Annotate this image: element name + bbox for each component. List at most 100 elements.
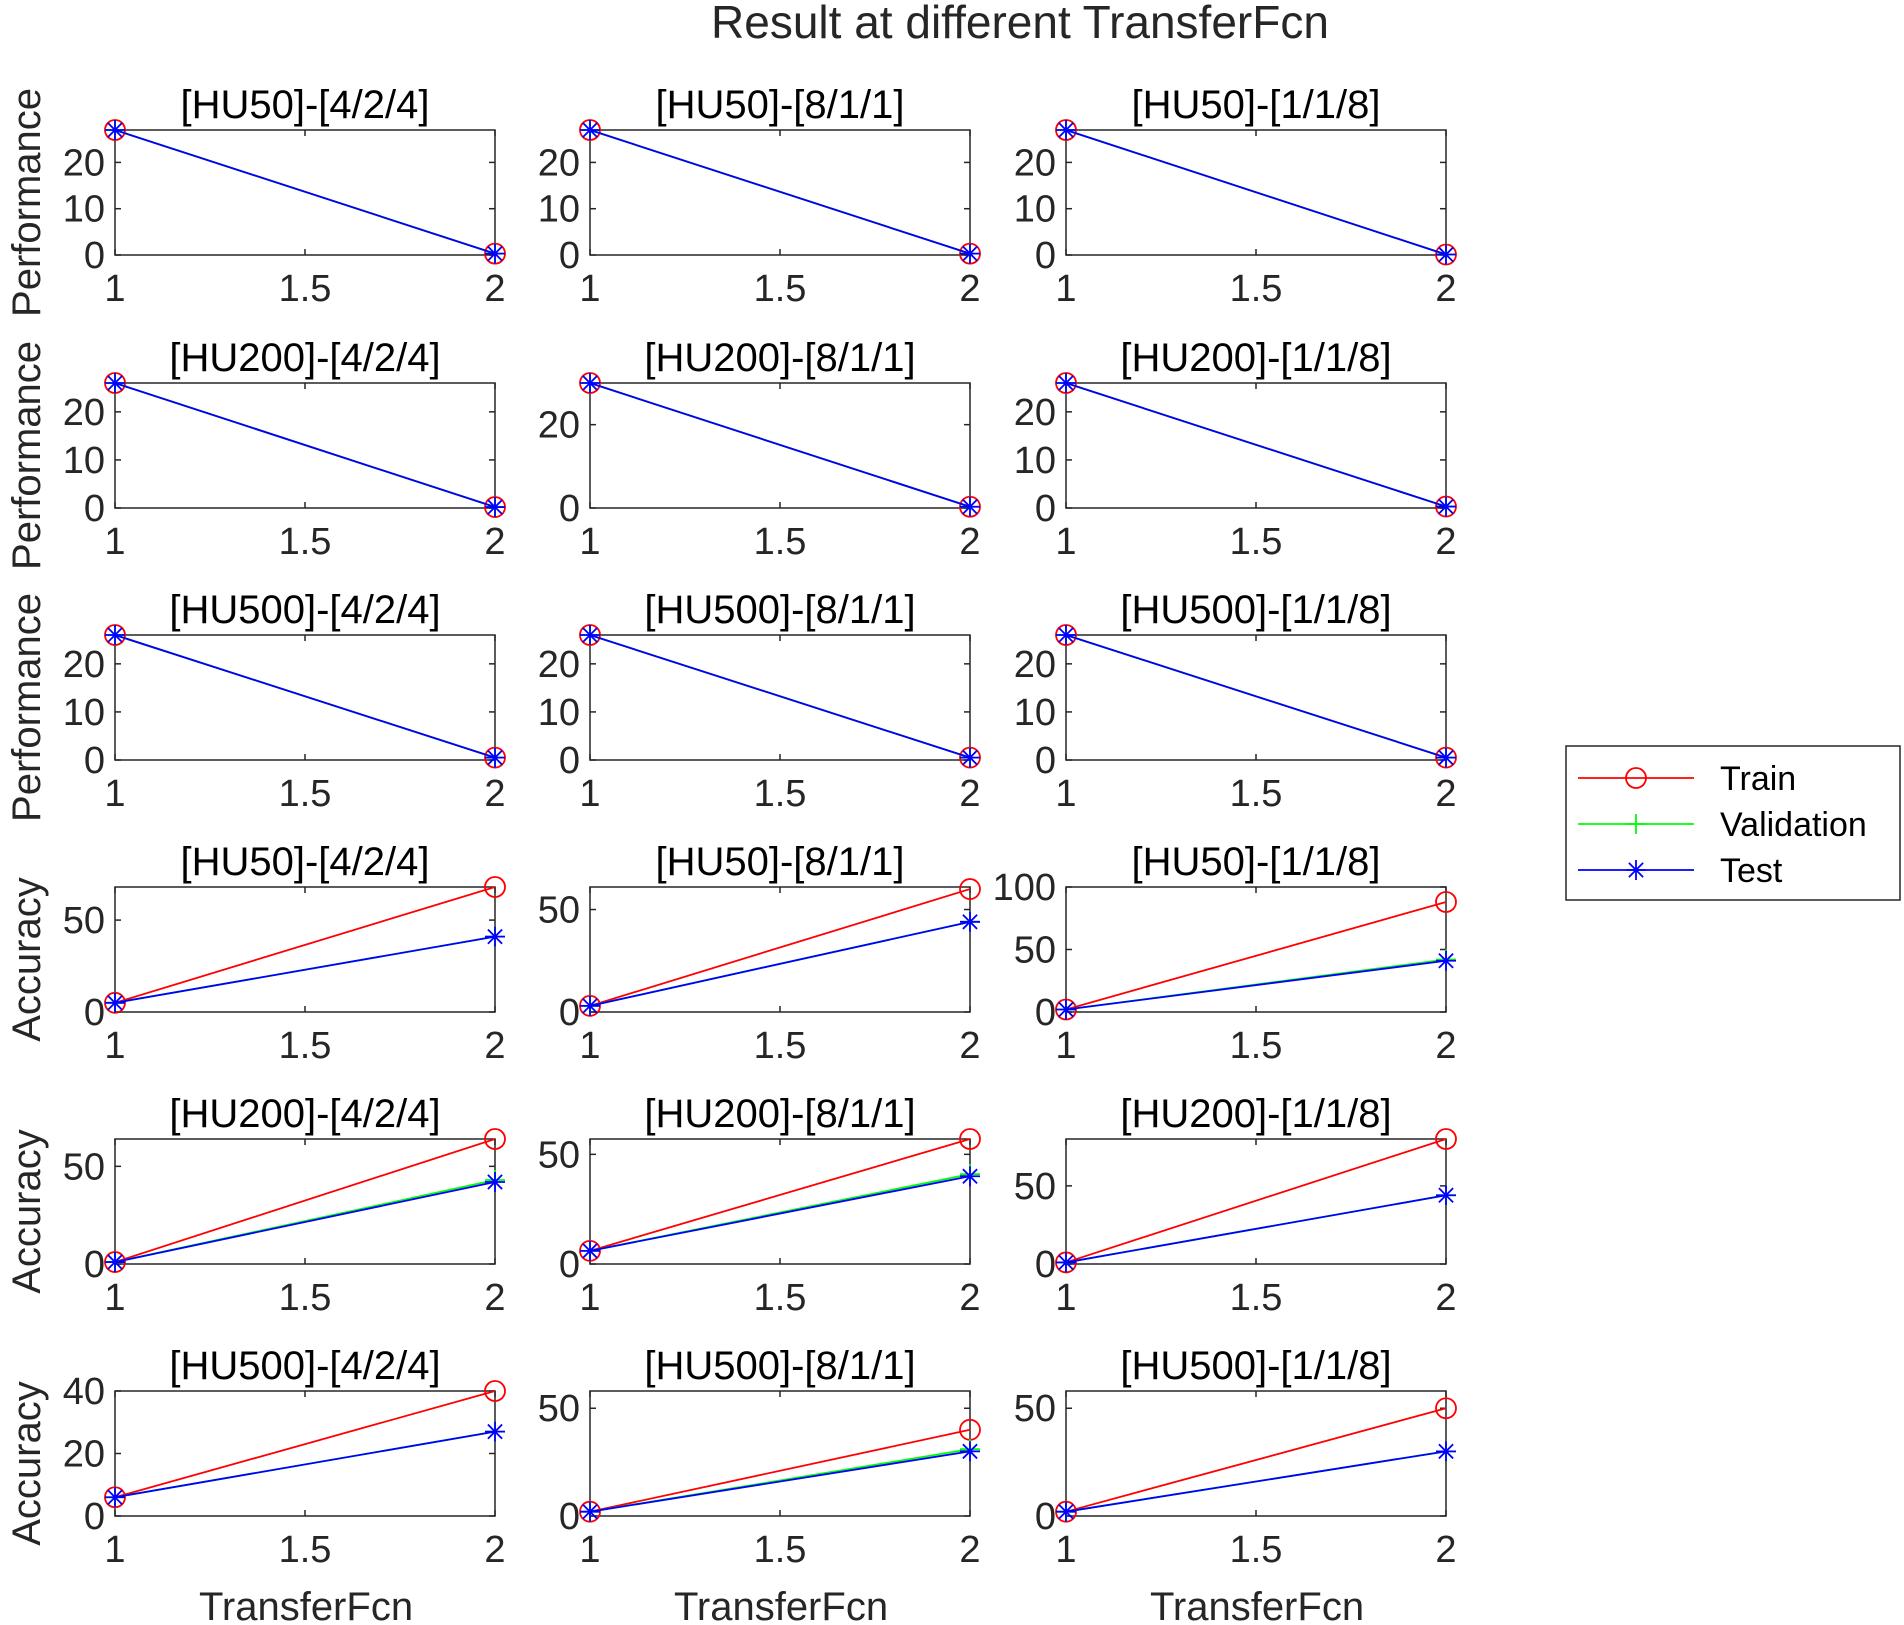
legend: Train Validation Test bbox=[1565, 745, 1901, 901]
data-point-test bbox=[960, 1166, 980, 1187]
subplot-title: [HU500]-[8/1/1] bbox=[644, 1344, 915, 1388]
y-axis-label: Performance bbox=[5, 593, 49, 822]
series-test bbox=[580, 120, 980, 264]
data-point-test bbox=[1056, 999, 1076, 1020]
data-point-test bbox=[485, 243, 505, 264]
series-test bbox=[1056, 120, 1456, 265]
x-tick-label: 2 bbox=[484, 521, 505, 563]
series-line bbox=[114, 129, 496, 255]
series-line bbox=[589, 1138, 971, 1252]
y-tick-label: 50 bbox=[538, 1388, 580, 1430]
x-tick-label: 1.5 bbox=[1230, 773, 1283, 815]
x-tick-label: 2 bbox=[959, 773, 980, 815]
y-tick-label: 50 bbox=[1014, 1166, 1056, 1208]
series-test bbox=[105, 373, 505, 518]
series-validation bbox=[580, 1164, 980, 1261]
series-test bbox=[1056, 625, 1456, 768]
series-test bbox=[1056, 1441, 1456, 1522]
data-point-test bbox=[1056, 625, 1076, 645]
x-tick-label: 1.5 bbox=[279, 521, 332, 563]
series-line bbox=[114, 935, 496, 1004]
y-tick-label: 0 bbox=[559, 488, 580, 530]
y-tick-label: 0 bbox=[84, 1496, 105, 1538]
data-point-test bbox=[1436, 747, 1456, 768]
y-tick-label: 20 bbox=[1014, 644, 1056, 686]
x-tick-label: 1.5 bbox=[279, 1529, 332, 1571]
x-axis-labels: TransferFcn TransferFcn TransferFcn bbox=[199, 1585, 1364, 1625]
x-tick-label: 1.5 bbox=[754, 1277, 807, 1319]
y-tick-label: 10 bbox=[1014, 692, 1056, 734]
x-tick-label: 2 bbox=[1435, 268, 1456, 310]
series-line bbox=[114, 886, 496, 1004]
data-point-test bbox=[1056, 1501, 1076, 1522]
y-tick-label: 20 bbox=[1014, 142, 1056, 184]
plot-area bbox=[114, 1390, 496, 1517]
series-test bbox=[1056, 373, 1456, 517]
x-tick-label: 1.5 bbox=[279, 268, 332, 310]
y-tick-label: 0 bbox=[1035, 992, 1056, 1034]
subplot-title: [HU50]-[4/2/4] bbox=[180, 840, 429, 884]
y-tick-label: 0 bbox=[84, 235, 105, 277]
data-point-test bbox=[580, 120, 600, 140]
data-point-train bbox=[959, 878, 981, 900]
data-point-test bbox=[1056, 1252, 1076, 1273]
y-tick-label: 0 bbox=[1035, 488, 1056, 530]
y-tick-label: 0 bbox=[84, 488, 105, 530]
x-tick-label: 1 bbox=[1055, 1529, 1076, 1571]
subplot-title: [HU200]-[1/1/8] bbox=[1120, 336, 1391, 380]
subplot-5-1: [HU200]-[4/2/4] 1 1.5 2 0 50 Accuracy bbox=[5, 1092, 506, 1319]
x-tick-label: 1.5 bbox=[279, 1277, 332, 1319]
y-tick-label: 10 bbox=[1014, 189, 1056, 231]
y-tick-label: 40 bbox=[63, 1371, 105, 1413]
subplot-4-1: [HU50]-[4/2/4] 1 1.5 2 0 50 Accuracy bbox=[5, 840, 506, 1067]
data-point-test bbox=[580, 1240, 600, 1261]
data-point-test bbox=[580, 995, 600, 1016]
data-point-test bbox=[485, 747, 505, 768]
y-tick-label: 0 bbox=[84, 992, 105, 1034]
data-point-test bbox=[1436, 244, 1456, 265]
series-line bbox=[114, 1390, 496, 1499]
y-tick-label: 0 bbox=[559, 740, 580, 782]
series-test bbox=[580, 1441, 980, 1522]
series-line bbox=[1065, 1407, 1447, 1513]
subplot-title: [HU500]-[4/2/4] bbox=[169, 1344, 440, 1388]
series-test bbox=[580, 1166, 980, 1261]
y-tick-label: 10 bbox=[63, 692, 105, 734]
subplot-title: [HU200]-[4/2/4] bbox=[169, 336, 440, 380]
x-tick-label: 1 bbox=[1055, 521, 1076, 563]
data-point-test bbox=[580, 1501, 600, 1522]
y-tick-label: 0 bbox=[559, 1244, 580, 1286]
y-tick-label: 0 bbox=[559, 1496, 580, 1538]
x-tick-label: 1.5 bbox=[754, 1529, 807, 1571]
x-tick-label: 1.5 bbox=[1230, 521, 1283, 563]
data-point-test bbox=[1436, 950, 1456, 971]
y-tick-label: 0 bbox=[84, 1244, 105, 1286]
y-tick-label: 0 bbox=[559, 992, 580, 1034]
y-tick-label: 20 bbox=[538, 644, 580, 686]
x-tick-label: 2 bbox=[1435, 521, 1456, 563]
x-tick-label: 1 bbox=[104, 1025, 125, 1067]
series-line bbox=[114, 1138, 496, 1263]
subplot-title: [HU500]-[8/1/1] bbox=[644, 588, 915, 632]
x-tick-label: 2 bbox=[1435, 1025, 1456, 1067]
data-point-test bbox=[485, 497, 505, 518]
x-tick-label: 2 bbox=[959, 1529, 980, 1571]
x-tick-label: 1.5 bbox=[279, 773, 332, 815]
x-tick-label: 1.5 bbox=[754, 268, 807, 310]
y-tick-label: 50 bbox=[63, 900, 105, 942]
series-validation bbox=[580, 1439, 980, 1522]
x-tick-label: 1 bbox=[579, 1277, 600, 1319]
subplot-5-3: [HU200]-[1/1/8] 1 1.5 2 0 50 bbox=[1014, 1092, 1457, 1319]
x-tick-label: 1 bbox=[579, 773, 600, 815]
data-point-test bbox=[485, 926, 505, 947]
series-line bbox=[1065, 382, 1447, 508]
x-tick-label: 1 bbox=[579, 521, 600, 563]
legend-entry-validation: Validation bbox=[1578, 806, 1867, 844]
legend-entry-test: Test bbox=[1578, 852, 1783, 890]
subplot-title: [HU50]-[4/2/4] bbox=[180, 83, 429, 127]
y-tick-label: 20 bbox=[63, 1434, 105, 1476]
